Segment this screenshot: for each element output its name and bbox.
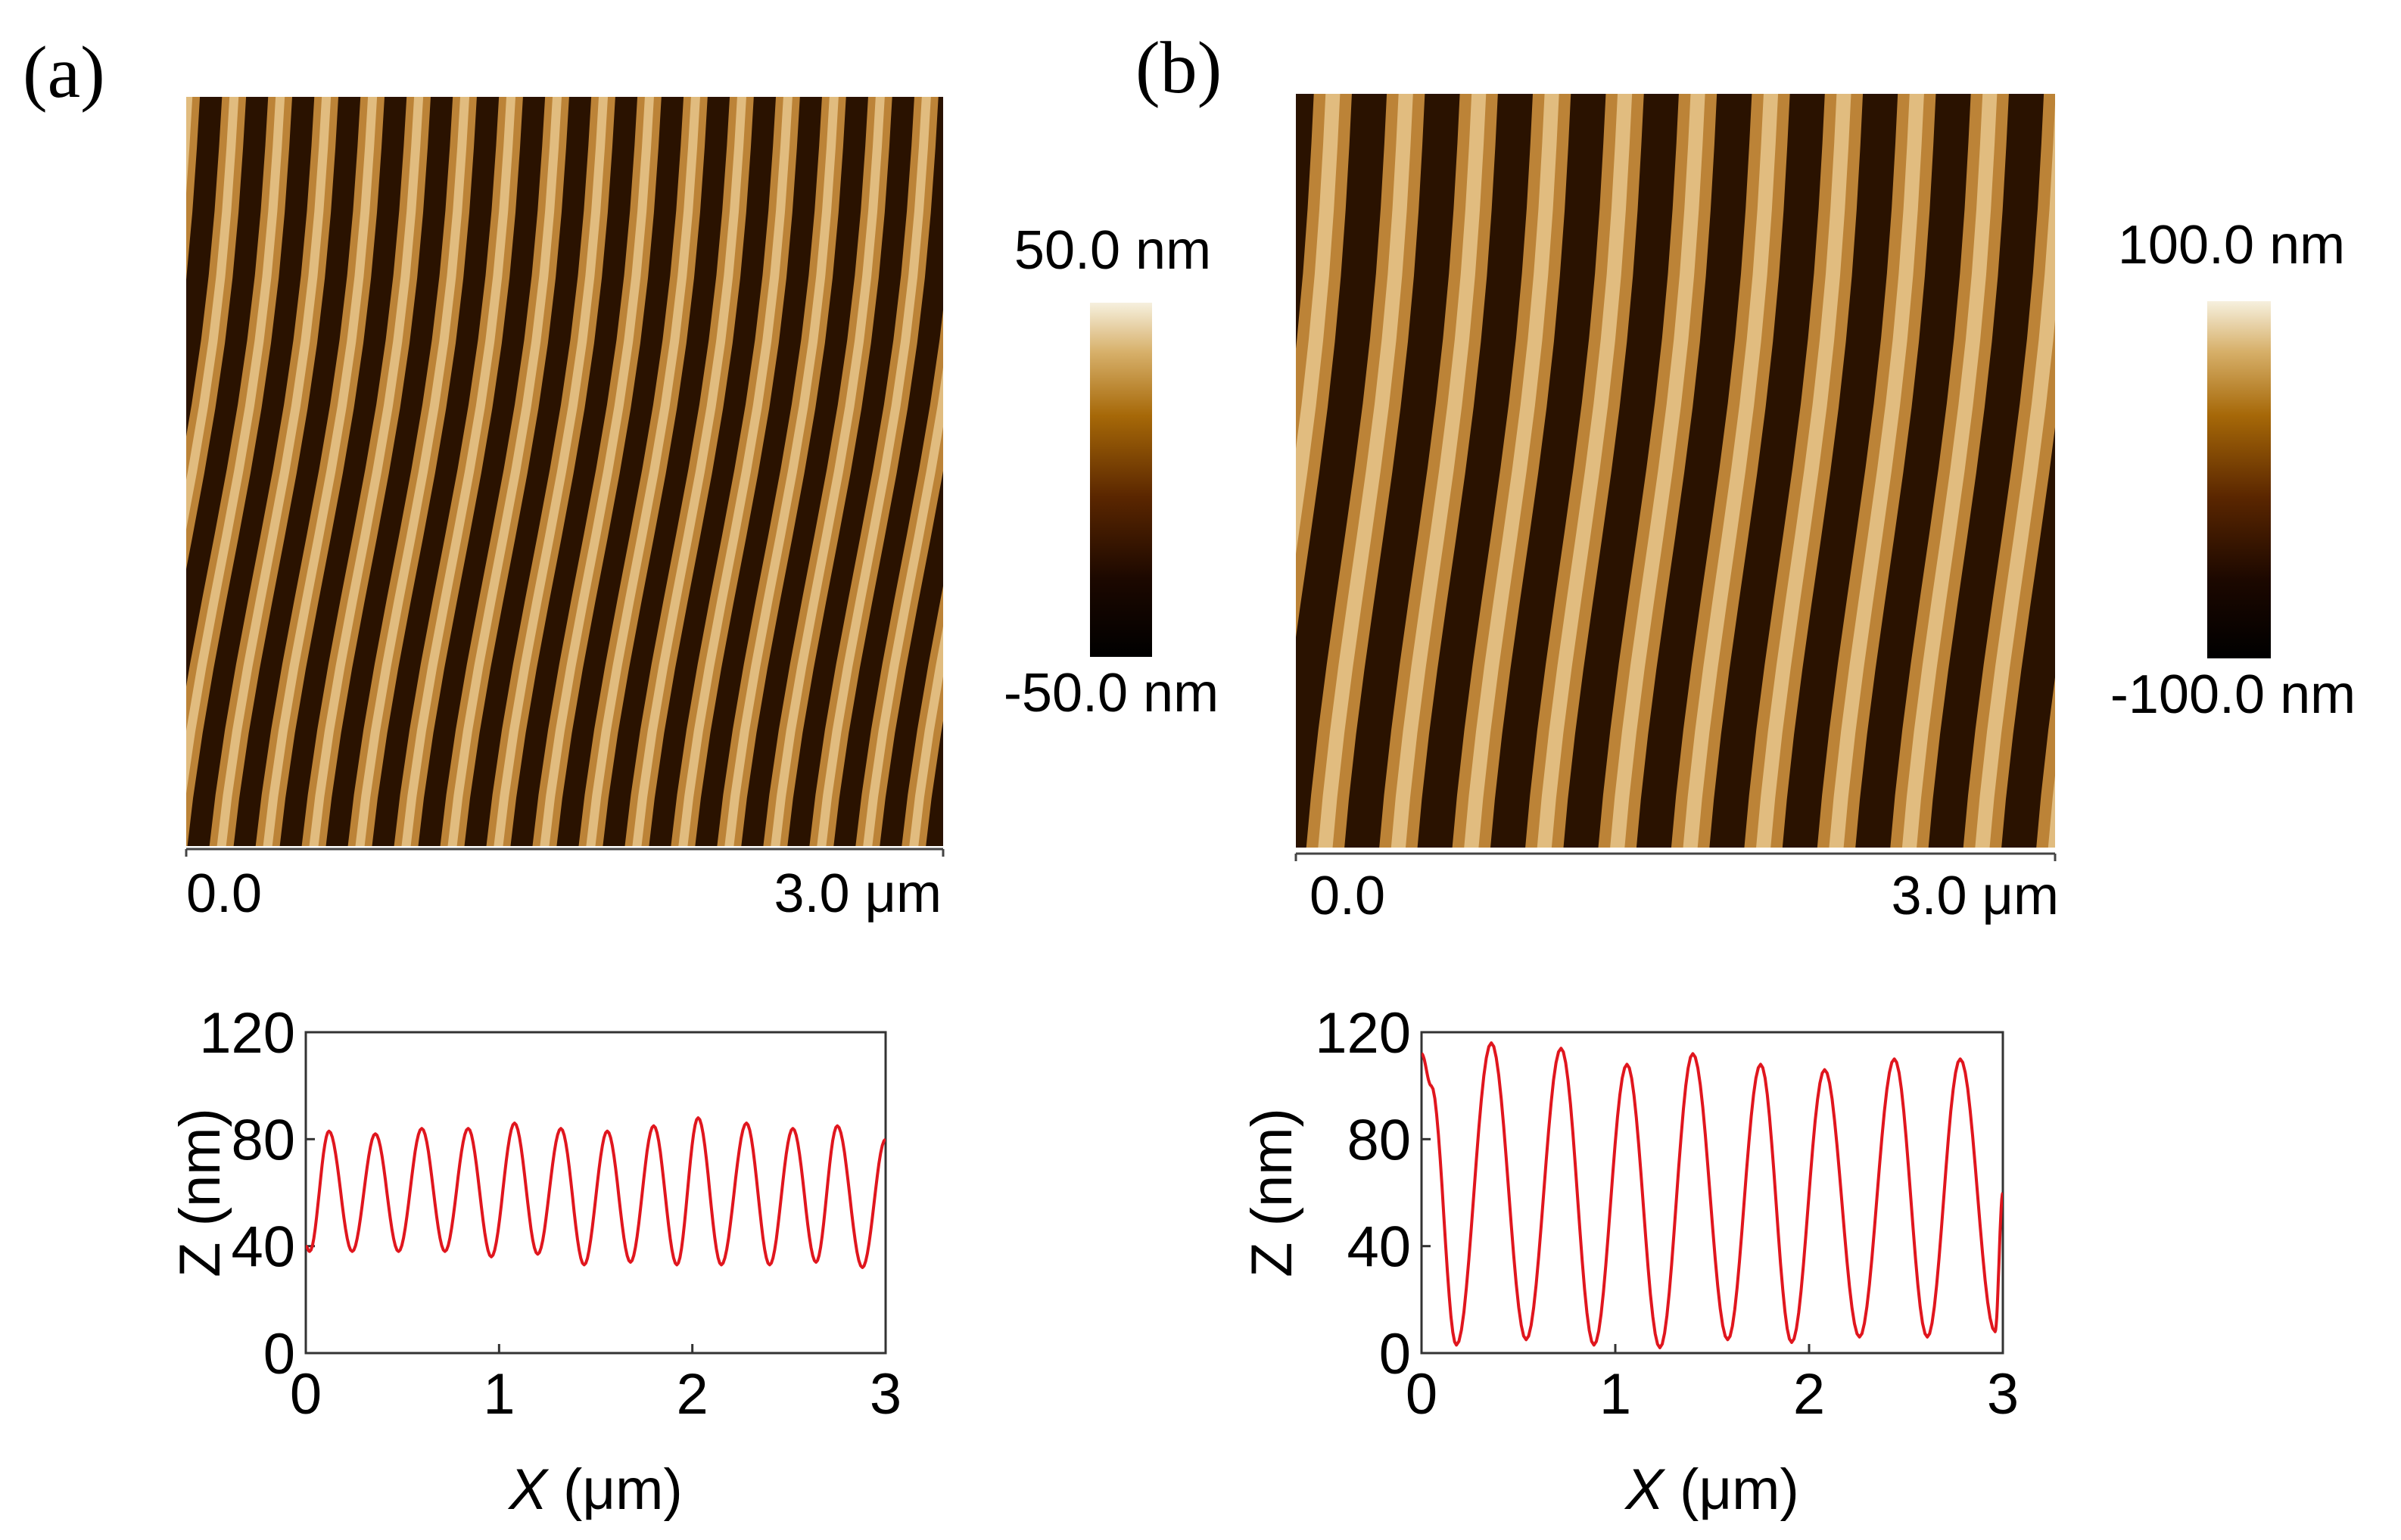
- panel-b-stripe: [2127, 79, 2209, 863]
- panel-a-stripe-highlight: [447, 97, 562, 846]
- profile-a-frame: [304, 1031, 887, 1355]
- panel-b-stripe-highlight: [1975, 104, 2055, 848]
- profile-b-ytick-label: 0: [1379, 1322, 1411, 1386]
- panel-b-label: (b): [1135, 27, 1222, 109]
- profile-a-xtick-label: 1: [483, 1362, 515, 1426]
- panel-b-stripe: [1178, 79, 1260, 863]
- panel-a-stripe-highlight: [540, 97, 654, 846]
- profile-a-ytick-label: 40: [231, 1215, 295, 1280]
- panel-b-stripe-highlight: [2127, 79, 2209, 863]
- panel-a-stripe-highlight: [401, 97, 516, 846]
- panel-a-stripe-highlight: [958, 82, 1066, 861]
- profile-a-ytick-label: 80: [231, 1108, 295, 1172]
- panel-a-afm-image: [35, 82, 1066, 861]
- profile-b-ytick-label: 80: [1347, 1108, 1411, 1172]
- profile-a-xtick-label: 3: [870, 1362, 902, 1426]
- panel-a-colorbar-min: -50.0 nm: [1004, 663, 1219, 723]
- panel-a-stripe: [35, 82, 142, 861]
- panel-a-stripe-highlight: [35, 82, 142, 861]
- panel-a-stripe-highlight: [494, 97, 609, 846]
- panel-b-scale-end: 3.0 μm: [1891, 866, 2059, 926]
- profile-a-xlabel: X (μm): [507, 1458, 683, 1522]
- profile-b-xtick-label: 1: [1599, 1362, 1631, 1426]
- profile-b-ylabel: Z (nm): [1240, 1108, 1304, 1277]
- panel-a-scale-start: 0.0: [186, 863, 262, 924]
- profile-b-chart: 0 1 2 3 0 40 80 120 Z (nm) X (μm): [1240, 1001, 2019, 1522]
- panel-b-stripe-highlight: [1610, 94, 1705, 848]
- profile-b-xlabel-unit: (μm): [1664, 1458, 1799, 1522]
- panel-a-stripe-highlight: [771, 97, 885, 846]
- panel-b-stripe-highlight: [1901, 94, 1998, 848]
- panel-a-colorbar: [1090, 303, 1152, 657]
- panel-a-stripe-highlight: [186, 97, 239, 530]
- panel-a-stripe: [186, 97, 201, 280]
- panel-a-stripe-highlight: [863, 367, 943, 846]
- panel-a-stripe-highlight: [909, 626, 943, 846]
- panel-b-stripe-highlight: [1537, 94, 1633, 848]
- panel-a-stripe-highlight: [186, 97, 193, 194]
- panel-b-stripe-highlight: [1464, 94, 1559, 848]
- panel-a-stripe-highlight: [586, 97, 700, 846]
- profile-b-xlabel: X (μm): [1624, 1458, 1799, 1522]
- panel-a-stripe-highlight: [724, 97, 839, 846]
- profile-a-xtick-label: 0: [290, 1362, 322, 1426]
- panel-b-colorbar-min: -100.0 nm: [2110, 664, 2356, 725]
- panel-b-scale-start: 0.0: [1309, 866, 1385, 926]
- panel-b-stripe-highlight: [1318, 94, 1413, 848]
- panel-b-stripe-highlight: [1296, 94, 1341, 555]
- panel-a-stripe-highlight: [678, 97, 793, 846]
- panel-b-stripe-highlight: [1683, 94, 1779, 848]
- profile-a-xlabel-unit: (μm): [547, 1458, 683, 1522]
- profile-a-xtick-label: 2: [677, 1362, 708, 1426]
- panel-b-colorbar: [2207, 301, 2271, 658]
- panel-b-stripe-highlight: [2048, 775, 2055, 848]
- panel-b-stripe-highlight: [1829, 94, 1924, 848]
- profile-b-xtick-label: 0: [1406, 1362, 1437, 1426]
- profile-b-xtick-label: 2: [1793, 1362, 1825, 1426]
- panel-a-stripe-highlight: [263, 97, 378, 846]
- panel-a-stripe: [958, 82, 1066, 861]
- profile-b-xtick-label: 3: [1987, 1362, 2019, 1426]
- panel-a-stripe-highlight: [216, 97, 332, 846]
- panel-a-stripe-highlight: [355, 97, 470, 846]
- profile-b-ytick-label: 120: [1315, 1001, 1411, 1066]
- profile-b-line: [1422, 1041, 2003, 1349]
- panel-a-stripe-highlight: [186, 97, 285, 794]
- panel-a-stripe-highlight: [817, 97, 931, 846]
- panel-b-stripe-highlight: [1390, 94, 1487, 848]
- panel-a-scale-end: 3.0 μm: [774, 863, 942, 924]
- panel-a-colorbar-max: 50.0 nm: [1014, 220, 1211, 281]
- panel-b-stripe-highlight: [1756, 94, 1851, 848]
- panel-a-stripe-highlight: [309, 97, 424, 846]
- panel-a-label: (a): [23, 32, 105, 114]
- panel-b-stripe: [2036, 677, 2055, 848]
- panel-b-afm-image: [1178, 79, 2209, 863]
- profile-b-ytick-label: 40: [1347, 1215, 1411, 1280]
- panel-b-colorbar-max: 100.0 nm: [2118, 215, 2345, 275]
- profile-a-line: [306, 1116, 886, 1269]
- profile-a-chart: 0 1 2 3 0 40 80 120 Z (nm) X (μm): [168, 1001, 902, 1522]
- profile-a-ytick-label: 120: [199, 1001, 295, 1066]
- profile-a-ylabel: Z (nm): [168, 1108, 232, 1277]
- profile-a-ytick-label: 0: [263, 1322, 295, 1386]
- profile-a-xlabel-var: X: [507, 1458, 550, 1522]
- panel-a-stripe-highlight: [632, 97, 746, 846]
- panel-b-stripe-highlight: [1178, 79, 1260, 863]
- profile-b-xlabel-var: X: [1624, 1458, 1666, 1522]
